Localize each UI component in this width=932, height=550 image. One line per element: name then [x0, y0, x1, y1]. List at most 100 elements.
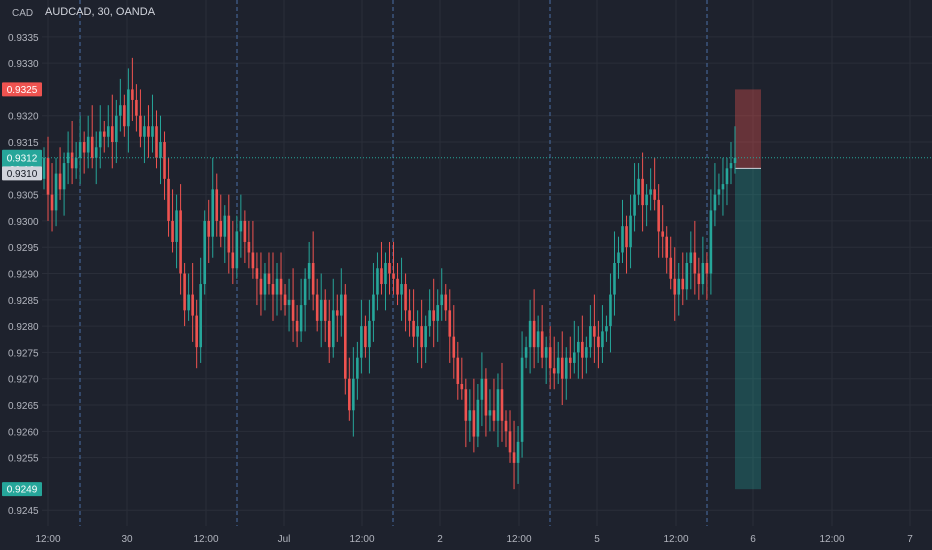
candle-body	[344, 294, 347, 379]
candle-body	[235, 231, 239, 269]
candle-body	[187, 294, 190, 311]
candle-body	[693, 252, 697, 274]
candle-body	[119, 105, 122, 116]
candle-body	[400, 284, 403, 295]
candle-body	[404, 284, 407, 311]
candle-body	[380, 268, 383, 285]
candle-body	[364, 326, 367, 348]
candle-body	[78, 142, 82, 158]
candle-body	[360, 326, 363, 358]
candle-body	[721, 184, 725, 190]
candle-body	[689, 252, 693, 263]
candle-body	[444, 294, 448, 311]
candle-body	[609, 294, 612, 327]
candle-body	[291, 299, 295, 321]
candle-body	[436, 305, 440, 321]
x-tick-label: 6	[750, 534, 756, 545]
current-price-label: 0.9312	[7, 153, 38, 164]
candle-body	[464, 389, 468, 421]
candle-body	[408, 310, 411, 321]
candle-body	[641, 178, 644, 206]
candle-body	[677, 278, 681, 295]
candle-body	[548, 347, 552, 369]
candle-body	[110, 126, 114, 143]
candle-body	[713, 194, 717, 211]
y-tick-label: 0.9330	[8, 59, 39, 70]
candle-body	[247, 241, 251, 253]
candle-body	[416, 326, 419, 337]
candle-body	[106, 126, 110, 137]
candle-body	[585, 347, 588, 358]
candle-body	[215, 189, 219, 221]
stop-loss-zone	[735, 89, 761, 169]
candle-body	[143, 126, 146, 137]
candle-body	[520, 357, 524, 442]
candle-body	[223, 215, 227, 237]
candle-body	[412, 320, 415, 337]
candle-body	[653, 189, 656, 200]
candle-body	[564, 357, 568, 379]
candle-body	[504, 420, 508, 432]
candle-body	[311, 263, 315, 295]
candle-body	[460, 383, 464, 390]
candle-body	[123, 105, 126, 127]
candle-body	[159, 142, 162, 158]
candle-body	[448, 310, 452, 337]
candle-body	[649, 189, 652, 195]
candle-body	[86, 136, 90, 153]
entry-price-label-background	[2, 166, 42, 181]
take-profit-zone	[735, 168, 761, 490]
candle-body	[492, 410, 496, 421]
candle-body	[544, 347, 548, 358]
candle-body	[496, 389, 500, 421]
y-tick-label: 0.9260	[8, 427, 39, 438]
candle-body	[191, 294, 194, 316]
candle-body	[115, 115, 118, 143]
x-tick-label: 7	[907, 534, 913, 545]
candle-body	[319, 299, 323, 321]
y-tick-label: 0.9280	[8, 322, 39, 333]
candle-body	[50, 194, 54, 211]
candle-body	[356, 357, 359, 379]
candle-body	[70, 152, 74, 169]
candle-body	[231, 252, 235, 269]
candle-body	[556, 357, 560, 374]
candle-body	[396, 278, 399, 295]
candle-body	[327, 320, 331, 348]
candle-body	[440, 294, 444, 306]
candle-body	[488, 410, 492, 416]
candle-body	[573, 352, 576, 363]
candle-body	[625, 226, 628, 248]
y-tick-label: 0.9275	[8, 348, 39, 359]
candle-body	[597, 336, 600, 348]
candle-body	[372, 294, 375, 321]
candle-body	[528, 320, 532, 348]
candle-body	[717, 189, 721, 195]
candle-body	[287, 299, 291, 306]
candle-body	[368, 320, 371, 348]
axis-currency-label: CAD	[12, 8, 33, 19]
candle-body	[82, 142, 86, 153]
candle-body	[259, 278, 263, 295]
candle-body	[500, 389, 504, 421]
candle-body	[709, 210, 713, 274]
candle-body	[239, 220, 243, 232]
candle-body	[62, 163, 66, 190]
candle-body	[315, 294, 319, 321]
candle-body	[456, 357, 460, 384]
candle-body	[163, 142, 166, 179]
candle-body	[669, 257, 673, 279]
y-tick-label: 0.9285	[8, 296, 39, 307]
candle-body	[54, 173, 58, 211]
candle-body	[733, 157, 737, 164]
x-tick-label: 12:00	[193, 534, 218, 545]
candle-body	[685, 263, 689, 290]
candle-body	[472, 410, 476, 437]
candle-body	[540, 331, 544, 358]
candle-body	[384, 263, 387, 285]
candle-body	[348, 378, 351, 411]
candle-body	[512, 452, 516, 463]
candle-body	[307, 263, 311, 279]
